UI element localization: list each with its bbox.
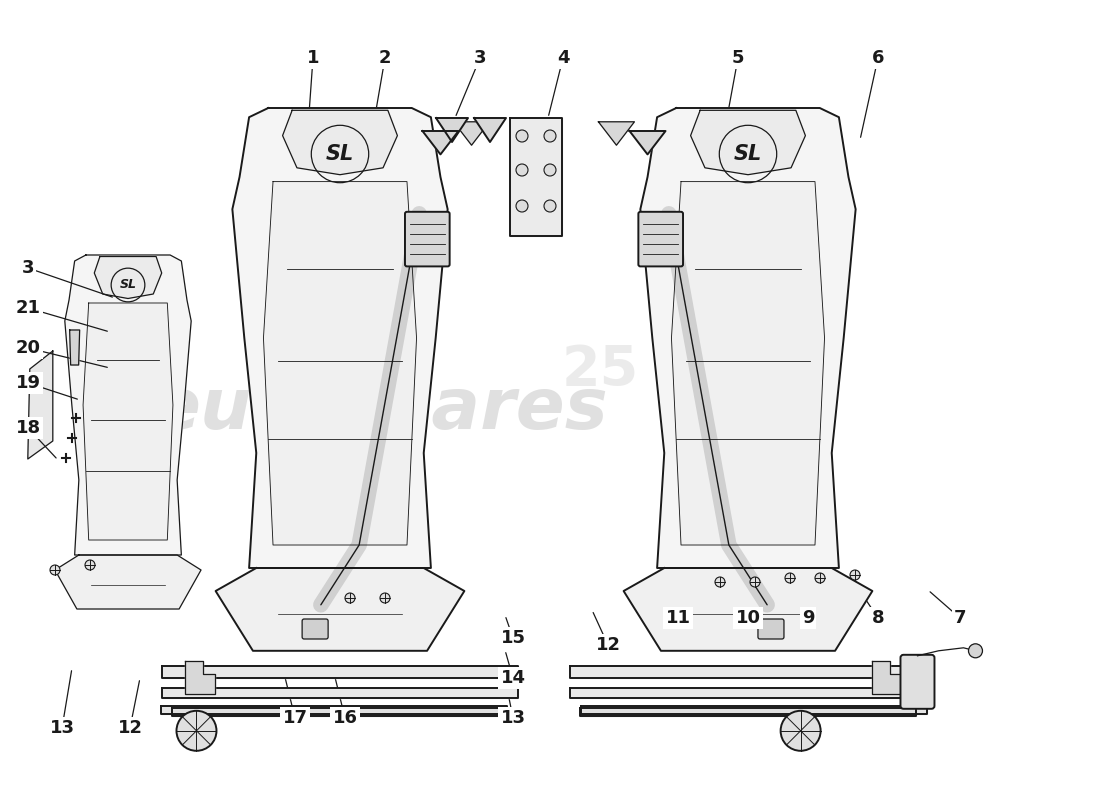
Text: 2: 2 (378, 49, 392, 67)
Polygon shape (161, 706, 507, 714)
Polygon shape (163, 688, 518, 698)
Polygon shape (571, 688, 925, 698)
Text: 21: 21 (15, 299, 41, 317)
Circle shape (750, 577, 760, 587)
Polygon shape (872, 661, 902, 694)
Polygon shape (55, 555, 201, 609)
Polygon shape (453, 122, 490, 146)
Circle shape (516, 164, 528, 176)
Text: 8: 8 (871, 609, 884, 627)
Text: SL: SL (326, 144, 354, 164)
Circle shape (345, 593, 355, 603)
Circle shape (850, 570, 860, 580)
Text: 1: 1 (307, 49, 319, 67)
Circle shape (968, 644, 982, 658)
Circle shape (785, 573, 795, 583)
Text: 5: 5 (732, 49, 745, 67)
FancyBboxPatch shape (638, 212, 683, 266)
Circle shape (176, 710, 217, 750)
Polygon shape (510, 118, 562, 236)
FancyBboxPatch shape (302, 619, 328, 639)
Polygon shape (640, 108, 856, 568)
FancyBboxPatch shape (901, 654, 935, 709)
Text: 11: 11 (666, 609, 691, 627)
Polygon shape (65, 255, 191, 555)
Text: 10: 10 (736, 609, 760, 627)
Circle shape (781, 710, 821, 750)
Text: 7: 7 (954, 609, 966, 627)
Text: 18: 18 (15, 419, 41, 437)
Text: SL: SL (120, 278, 136, 291)
Polygon shape (671, 182, 825, 545)
Polygon shape (69, 330, 79, 365)
Polygon shape (422, 131, 459, 154)
Text: 20: 20 (15, 339, 41, 357)
Circle shape (815, 573, 825, 583)
Circle shape (516, 200, 528, 212)
Polygon shape (624, 568, 872, 650)
Polygon shape (474, 118, 506, 142)
Circle shape (379, 593, 390, 603)
Polygon shape (163, 666, 518, 678)
Text: 12: 12 (118, 719, 143, 737)
Circle shape (544, 200, 556, 212)
Polygon shape (216, 568, 464, 650)
Polygon shape (28, 351, 53, 459)
Text: 19: 19 (15, 374, 41, 392)
Text: 16: 16 (332, 709, 358, 727)
Text: eurospares: eurospares (152, 375, 608, 445)
FancyBboxPatch shape (405, 212, 450, 266)
Text: 13: 13 (50, 719, 75, 737)
Polygon shape (571, 666, 925, 678)
Polygon shape (629, 131, 666, 154)
Polygon shape (84, 303, 173, 540)
Polygon shape (264, 182, 417, 545)
Polygon shape (185, 661, 214, 694)
Text: 14: 14 (500, 669, 526, 687)
Text: 6: 6 (871, 49, 884, 67)
Text: 12: 12 (595, 636, 620, 654)
Circle shape (715, 577, 725, 587)
Text: 13: 13 (500, 709, 526, 727)
Circle shape (516, 130, 528, 142)
FancyBboxPatch shape (758, 619, 784, 639)
Circle shape (50, 565, 60, 575)
Polygon shape (581, 708, 915, 716)
Text: 3: 3 (474, 49, 486, 67)
Polygon shape (232, 108, 448, 568)
Polygon shape (436, 118, 468, 142)
Text: 17: 17 (283, 709, 308, 727)
Polygon shape (691, 110, 805, 174)
Text: 9: 9 (802, 609, 814, 627)
Text: 4: 4 (557, 49, 570, 67)
Polygon shape (283, 110, 397, 174)
Circle shape (544, 130, 556, 142)
Text: SL: SL (734, 144, 762, 164)
Polygon shape (598, 122, 635, 146)
Text: 25: 25 (561, 343, 639, 397)
Polygon shape (581, 706, 927, 714)
Text: 3: 3 (22, 259, 34, 277)
Polygon shape (95, 257, 162, 298)
Circle shape (85, 560, 95, 570)
Polygon shape (173, 708, 507, 716)
Text: 15: 15 (500, 629, 526, 647)
Circle shape (544, 164, 556, 176)
